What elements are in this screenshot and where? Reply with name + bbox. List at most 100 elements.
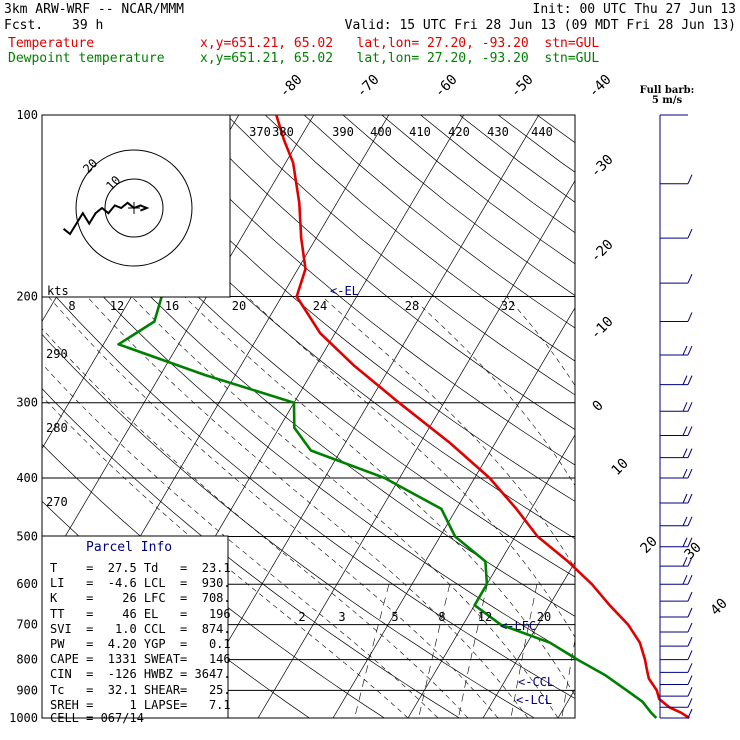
wind-barb [660,516,693,527]
wind-barb [660,675,693,686]
dry-adiabat [576,115,740,718]
mixing-ratio-label: 3 [338,610,345,624]
wind-barb [660,402,693,412]
fcst-value: 39 h [72,18,104,33]
hodograph-unit: kts [47,284,69,298]
pressure-label: 100 [16,108,38,122]
isotherm-label: -30 [588,152,617,181]
mixing-ratio-line [354,584,390,718]
dry-adiabat [342,115,575,297]
theta-label: 410 [409,125,431,139]
wind-barb [660,575,693,585]
isotherm-label: -10 [588,314,617,343]
mixing-ratio-label: 5 [391,610,398,624]
theta-side-label: 290 [46,347,68,361]
pressure-label: 500 [16,529,38,543]
isotherm-label: 40 [708,596,731,619]
barb-legend-line2: 5 m/s [651,95,683,106]
barb-legend-line1: Full barb: [639,85,695,96]
parcel-row: K = 26 LFC = 708. [50,591,231,606]
valid-time: Valid: 15 UTC Fri 28 Jun 13 (09 MDT Fri … [344,18,736,33]
wind-barb [660,622,693,633]
temperature-legend-label: Temperature [8,36,95,51]
dry-adiabat [42,126,575,578]
wind-barb [660,448,693,459]
parcel-cell: CELL = 067/14 [50,711,144,725]
dewpoint-legend-label: Dewpoint temperature [8,51,165,66]
fcst-label: Fcst. [4,18,44,33]
level-marker-ccl: <-CCL [518,675,554,689]
pressure-label: 400 [16,471,38,485]
parcel-info-title: Parcel Info [86,540,173,555]
wind-barb [660,708,693,719]
isotherm [407,434,575,718]
isotherm [0,115,14,718]
wind-barb [660,174,693,185]
isotherm [708,115,740,718]
wind-barb [660,650,693,661]
level-marker-lfc: <-LFC [500,619,536,633]
theta-side-label: 280 [46,421,68,435]
parcel-row: T = 27.5 Td = 23.1 [50,561,231,575]
mixing-ratio-label: 2 [298,610,305,624]
dry-adiabat [109,115,575,502]
dry-adiabat [70,115,575,540]
parcel-row: LI = -4.6 LCL = 930. [50,576,231,591]
wind-barb [660,468,693,479]
temperature-line [275,114,691,720]
dry-adiabat [42,333,535,718]
hodograph-ring [75,149,193,267]
dry-adiabat [187,115,575,430]
init-time: Init: 00 UTC Thu 27 Jun 13 [532,2,737,17]
level-marker-lcl: <-LCL [516,693,552,707]
mixing-ratio-line [418,584,451,718]
mixing-ratio-line [668,584,685,718]
moist-adiabat [321,296,575,569]
parcel-row: SVI = 1.0 CCL = 874. [50,621,231,636]
speed-label: 16 [165,299,179,313]
theta-label: 400 [370,125,392,139]
pressure-label: 700 [16,618,38,632]
wind-barb [660,663,693,673]
model-title: 3km ARW-WRF -- NCAR/MMM [4,2,185,17]
dry-adiabat [265,115,575,362]
moist-adiabat [596,297,738,719]
isotherm [557,688,575,718]
parcel-row: CAPE = 1331 SWEAT= 146 [50,652,231,667]
isotherm-label: -60 [432,72,461,101]
isotherm [257,180,575,718]
pressure-label: 300 [16,396,38,410]
theta-label: 440 [531,125,553,139]
speed-label: 28 [405,299,419,313]
wind-barb [660,698,693,708]
wind-barb [660,375,693,386]
hodograph-frame [41,114,231,298]
wind-barb [660,345,693,356]
speed-label: 24 [313,299,327,313]
theta-label: 430 [487,125,509,139]
dry-adiabat [536,115,575,144]
dry-adiabat [42,280,575,699]
theta-side-label: 270 [46,495,68,509]
pressure-label: 600 [16,577,38,591]
level-marker-el: <-EL [330,284,359,298]
mixing-ratio-label: 8 [438,610,445,624]
moist-adiabat [506,296,575,387]
isotherm [482,561,575,718]
wind-barb [660,273,693,284]
plot-frame [41,114,576,719]
mixing-ratio-label: 12 [478,610,492,624]
wind-barb [660,426,693,436]
wind-barb [660,636,693,647]
isotherm-label: 20 [638,534,661,557]
isotherm [182,115,540,718]
parcel-row: Tc = 32.1 SHEAR= 25. [50,682,231,697]
speed-label: 20 [232,299,246,313]
isotherm-label: 0 [590,398,607,415]
theta-label: 390 [332,125,354,139]
speed-label: 32 [501,299,515,313]
isotherm-label: -20 [588,237,617,266]
parcel-row: PW = 4.20 YGP = 0.1 [50,637,231,651]
wind-barb [660,312,693,322]
dewpoint-legend-info: x,y=651.21, 65.02 lat,lon= 27.20, -93.20… [200,51,600,66]
